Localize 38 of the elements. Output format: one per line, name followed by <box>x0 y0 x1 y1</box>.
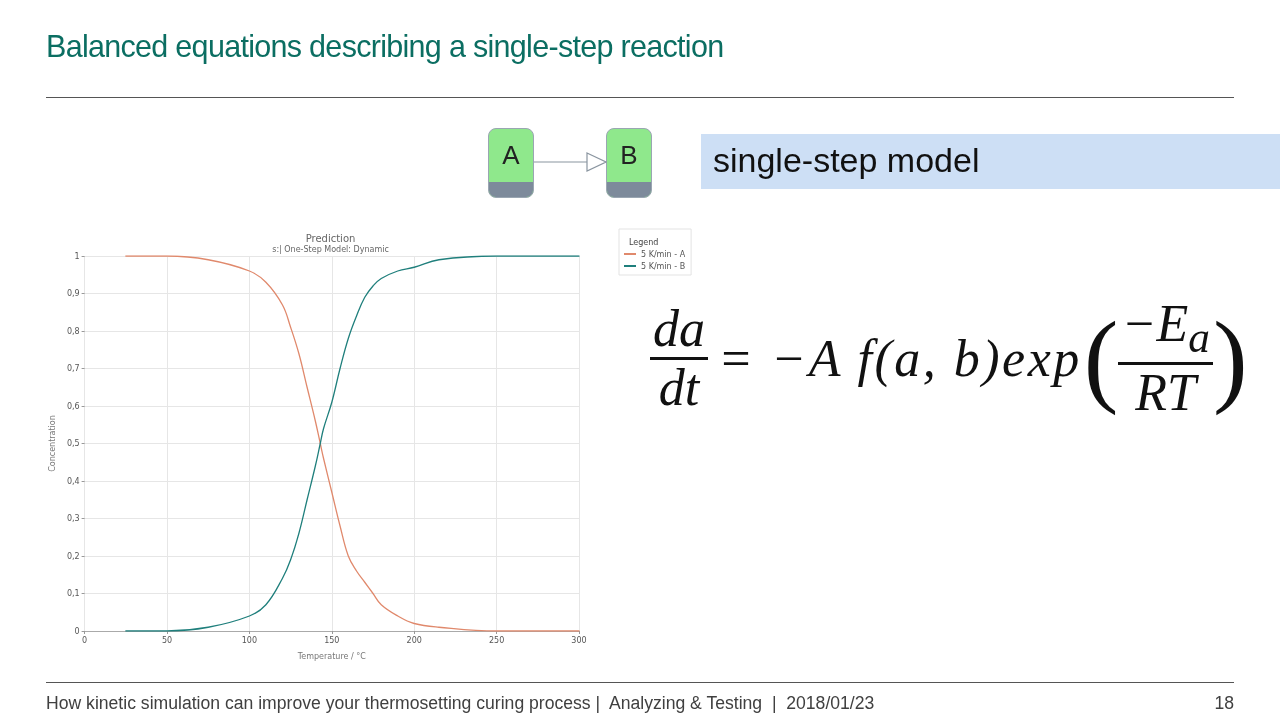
x-tick-label: 300 <box>571 635 587 645</box>
y-tick-label: 0,1 <box>66 589 80 598</box>
y-tick-label: 0,3 <box>66 514 80 523</box>
y-tick-label: 0,2 <box>66 551 80 561</box>
y-tick-label: 0,7 <box>66 364 80 373</box>
text: dt <box>657 358 701 416</box>
text: How kinetic simulation can improve your thermosetting curing process | Analyzing & Testing | 2018/01/23 <box>46 693 875 715</box>
chart-title: Prediction <box>305 232 356 244</box>
text: ( <box>1083 300 1119 416</box>
x-tick-label: 150 <box>324 635 340 645</box>
text: A <box>501 140 521 170</box>
y-tick-label: 1 <box>74 251 80 261</box>
x-tick-label: 50 <box>161 635 173 645</box>
text: RT <box>1134 363 1199 421</box>
x-tick-label: 250 <box>488 635 505 645</box>
y-tick-label: 0,4 <box>66 476 80 486</box>
text: −E$_{a}$ <box>1120 295 1211 362</box>
text: 18 <box>1214 693 1234 715</box>
text: B <box>619 140 639 170</box>
text: ) <box>1212 300 1248 416</box>
text: = −A f(a, b)exp <box>718 328 1082 388</box>
x-tick-label: 200 <box>406 635 422 645</box>
legend-title: Legend <box>629 237 659 247</box>
text: single-step model <box>713 141 980 181</box>
y-tick-label: 0,9 <box>66 289 80 298</box>
legend-label: 5 K/min - A <box>641 249 686 259</box>
x-tick-label: 0 <box>82 635 88 645</box>
y-tick-label: 0 <box>74 626 80 636</box>
y-tick-label: 0,5 <box>66 439 80 448</box>
y-axis-title: Concentration <box>47 415 57 472</box>
text: da <box>652 299 706 357</box>
x-axis-title: Temperature / °C <box>296 651 367 661</box>
y-tick-label: 0,6 <box>66 401 80 411</box>
chart-subtitle: s:| One-Step Model: Dynamic <box>272 244 389 254</box>
legend-label: 5 K/min - B <box>641 261 686 271</box>
x-tick-label: 100 <box>241 635 258 645</box>
text: Balanced equations describing a single-step reaction <box>46 29 724 65</box>
y-tick-label: 0,8 <box>66 326 80 336</box>
